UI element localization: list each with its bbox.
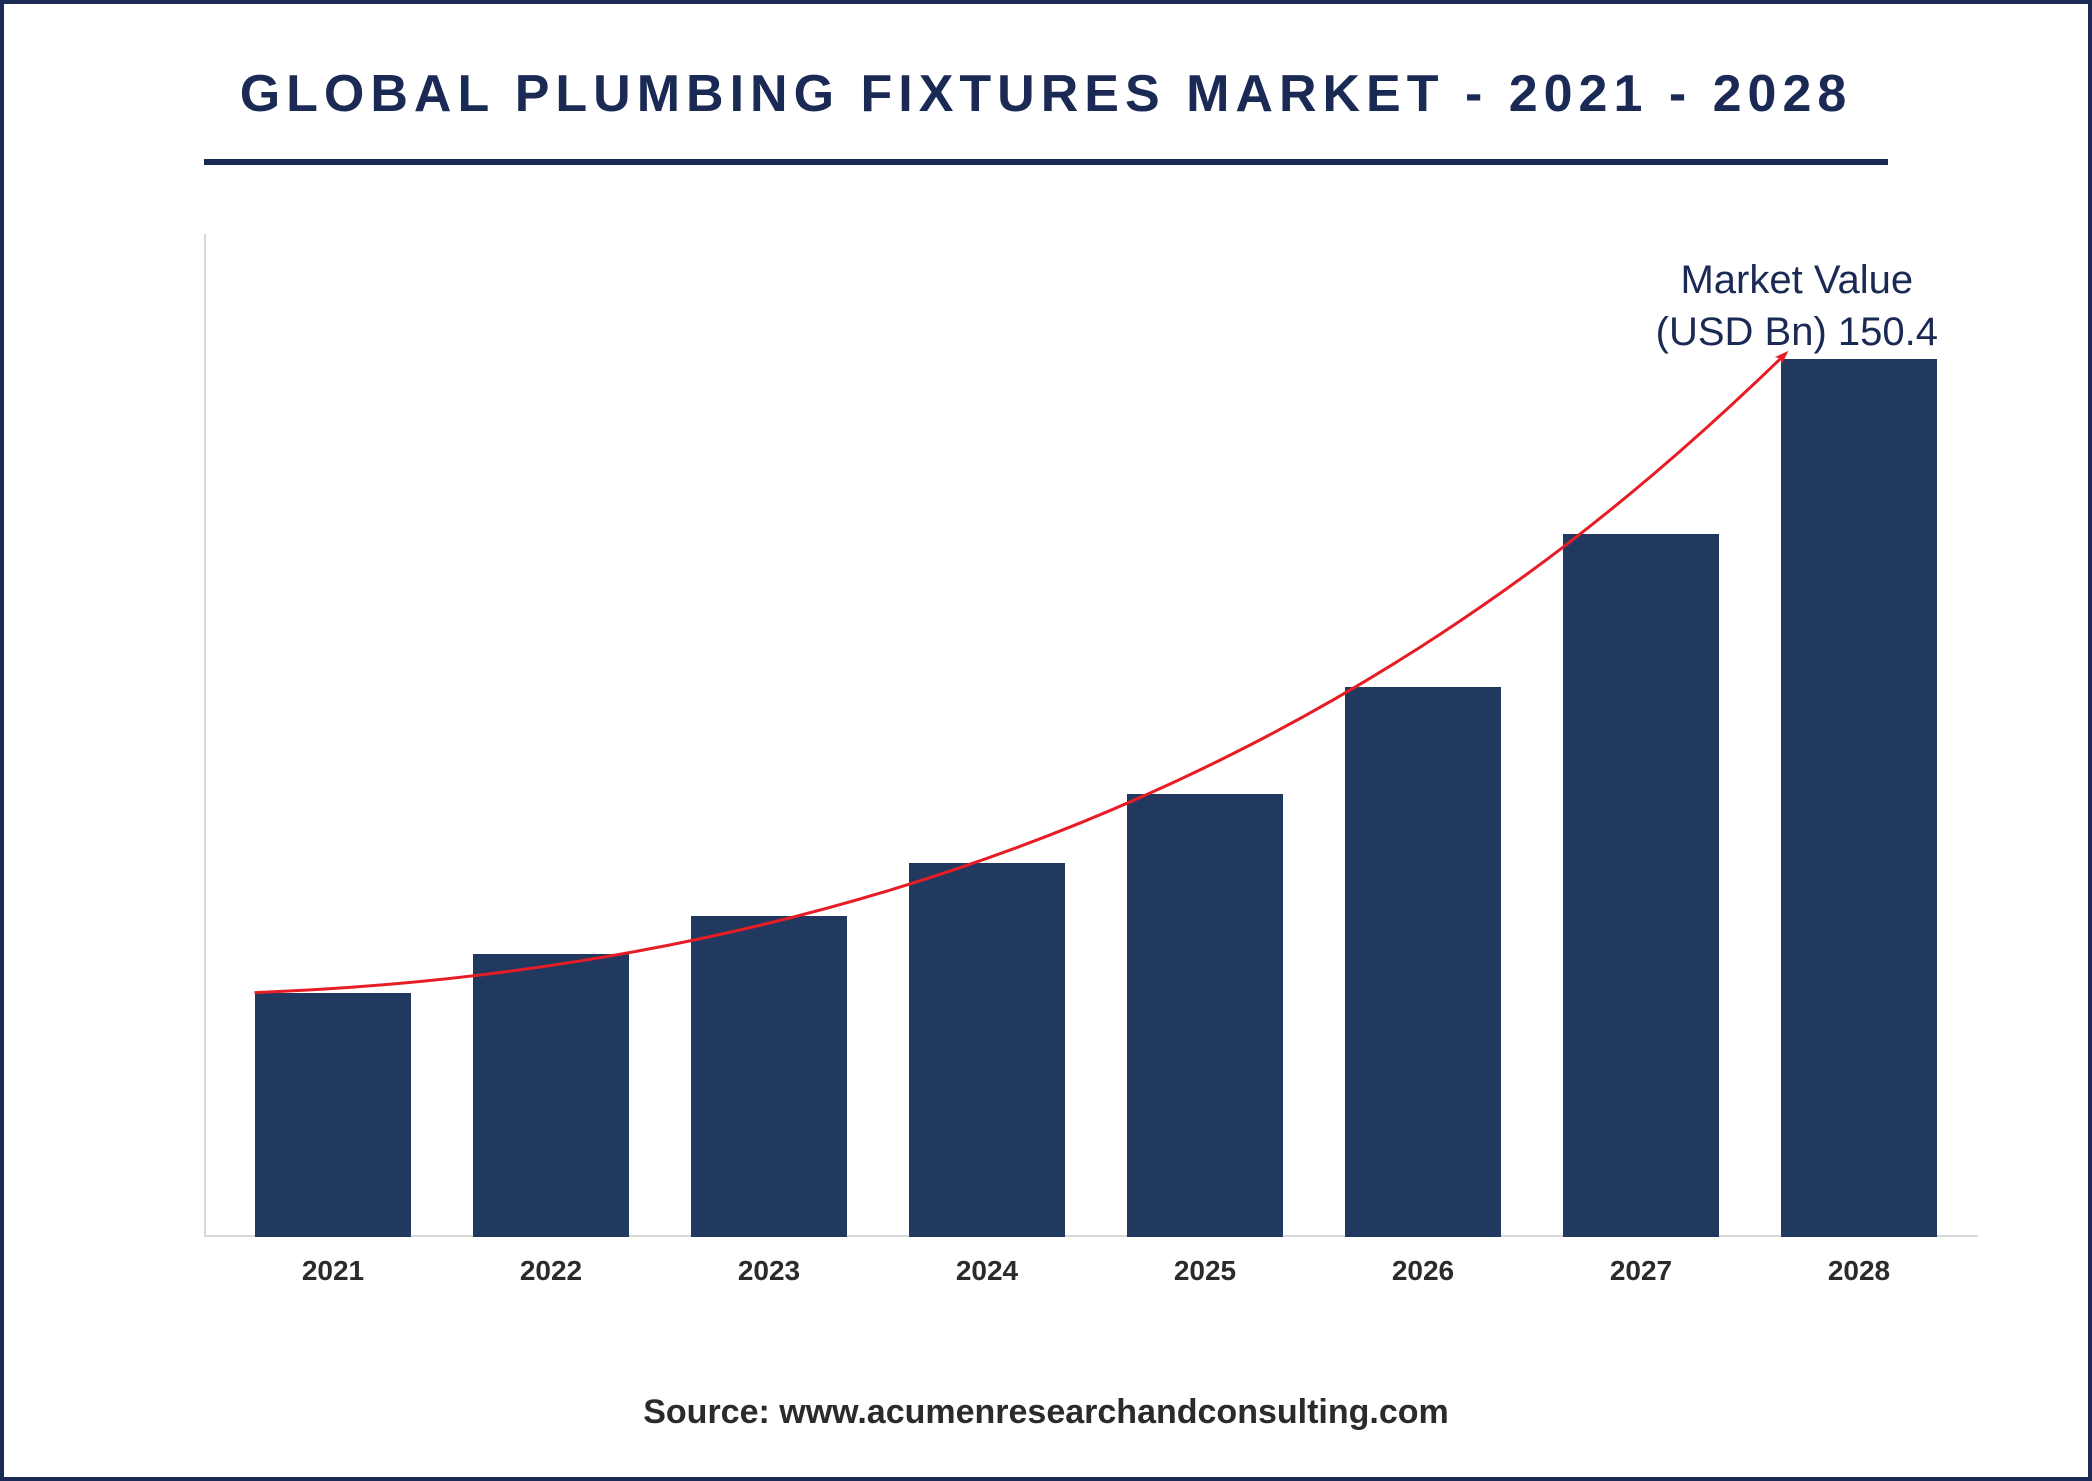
title-underline: [204, 159, 1888, 165]
x-axis-label: 2028: [1750, 1237, 1968, 1297]
chart-area: Market Value (USD Bn) 150.4 202120222023…: [224, 244, 1968, 1297]
bar-slot: [1750, 244, 1968, 1237]
x-axis-label: 2022: [442, 1237, 660, 1297]
x-axis-label: 2021: [224, 1237, 442, 1297]
chart-frame: GLOBAL PLUMBING FIXTURES MARKET - 2021 -…: [0, 0, 2092, 1481]
x-axis-label: 2027: [1532, 1237, 1750, 1297]
source-attribution: Source: www.acumenresearchandconsulting.…: [4, 1393, 2088, 1432]
x-axis-label: 2023: [660, 1237, 878, 1297]
bar: [1563, 534, 1720, 1237]
x-axis-label: 2025: [1096, 1237, 1314, 1297]
bar: [1345, 687, 1502, 1237]
bars-container: [224, 244, 1968, 1237]
bar: [1781, 359, 1938, 1237]
bar: [255, 993, 412, 1237]
bar: [473, 954, 630, 1237]
chart-title: GLOBAL PLUMBING FIXTURES MARKET - 2021 -…: [44, 64, 2048, 124]
bar-slot: [878, 244, 1096, 1237]
plot-region: [224, 244, 1968, 1237]
bar: [909, 863, 1066, 1237]
x-axis-labels: 20212022202320242025202620272028: [224, 1237, 1968, 1297]
x-axis-label: 2026: [1314, 1237, 1532, 1297]
bar: [1127, 794, 1284, 1237]
bar-slot: [1532, 244, 1750, 1237]
y-axis-line: [204, 234, 206, 1237]
bar-slot: [660, 244, 878, 1237]
bar-slot: [1096, 244, 1314, 1237]
bar-slot: [442, 244, 660, 1237]
bar-slot: [1314, 244, 1532, 1237]
bar: [691, 916, 848, 1237]
x-axis-label: 2024: [878, 1237, 1096, 1297]
bar-slot: [224, 244, 442, 1237]
